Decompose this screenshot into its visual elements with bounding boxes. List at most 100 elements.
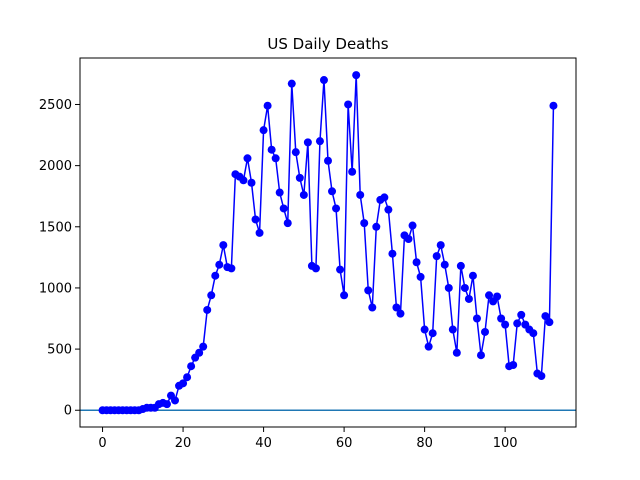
chart-title: US Daily Deaths bbox=[267, 35, 388, 53]
data-point bbox=[537, 372, 546, 380]
data-point bbox=[493, 292, 502, 301]
data-point bbox=[497, 314, 506, 323]
data-point bbox=[364, 286, 373, 295]
data-point bbox=[315, 137, 324, 146]
data-point bbox=[171, 396, 180, 405]
y-tick-label: 0 bbox=[64, 404, 72, 419]
data-point bbox=[444, 283, 453, 292]
data-point bbox=[448, 325, 457, 334]
data-point bbox=[199, 342, 208, 351]
data-point bbox=[283, 219, 292, 228]
data-point bbox=[388, 249, 397, 258]
y-tick-label: 2500 bbox=[39, 98, 72, 113]
data-point bbox=[424, 342, 433, 351]
data-point bbox=[464, 294, 473, 303]
data-point bbox=[456, 261, 465, 270]
data-point bbox=[481, 327, 490, 336]
data-point bbox=[179, 379, 188, 388]
data-point bbox=[324, 156, 332, 165]
data-point bbox=[332, 204, 341, 213]
data-point bbox=[372, 222, 381, 231]
data-point bbox=[501, 320, 510, 329]
data-point bbox=[396, 309, 405, 318]
data-point bbox=[183, 373, 192, 382]
x-tick-label: 40 bbox=[255, 436, 272, 451]
data-point bbox=[219, 241, 228, 250]
data-point bbox=[541, 312, 550, 321]
data-point bbox=[408, 221, 417, 230]
data-point bbox=[211, 271, 220, 280]
data-point bbox=[255, 228, 264, 237]
data-point bbox=[352, 71, 361, 80]
y-tick-label: 1000 bbox=[39, 281, 72, 296]
data-point bbox=[271, 154, 280, 163]
data-point bbox=[303, 138, 312, 147]
data-point bbox=[404, 235, 413, 244]
data-point bbox=[203, 305, 212, 314]
x-tick-label: 0 bbox=[98, 436, 106, 451]
data-point bbox=[428, 329, 437, 338]
data-point bbox=[440, 260, 449, 269]
data-point bbox=[239, 176, 248, 185]
data-point bbox=[392, 303, 401, 312]
data-point bbox=[319, 76, 328, 85]
data-point bbox=[162, 400, 171, 409]
data-point bbox=[275, 188, 284, 197]
data-point bbox=[517, 310, 526, 319]
y-axis: 0 500 1000 1500 2000 2500 bbox=[39, 98, 80, 419]
data-point bbox=[452, 348, 461, 357]
data-point bbox=[299, 190, 308, 199]
x-tick-label: 60 bbox=[336, 436, 353, 451]
data-point bbox=[356, 190, 365, 199]
data-point bbox=[263, 101, 272, 110]
axes-frame bbox=[79, 57, 577, 428]
data-point bbox=[247, 178, 256, 187]
data-point bbox=[279, 204, 288, 213]
data-point bbox=[472, 314, 481, 323]
y-tick-label: 1500 bbox=[39, 220, 72, 235]
data-point bbox=[336, 265, 345, 274]
data-point bbox=[340, 291, 349, 300]
data-point bbox=[195, 348, 204, 357]
data-point bbox=[259, 126, 268, 135]
y-tick-label: 2000 bbox=[39, 159, 72, 174]
data-point bbox=[291, 148, 300, 157]
data-point bbox=[348, 167, 357, 176]
data-point bbox=[251, 215, 260, 224]
data-point bbox=[344, 100, 353, 109]
data-point bbox=[436, 241, 445, 250]
data-point bbox=[432, 252, 441, 261]
data-point bbox=[468, 271, 477, 280]
data-point bbox=[243, 154, 252, 163]
data-point bbox=[549, 101, 558, 110]
data-point bbox=[485, 291, 494, 300]
y-tick-label: 500 bbox=[47, 343, 72, 358]
data-point bbox=[412, 258, 421, 267]
data-point bbox=[384, 205, 393, 214]
data-point bbox=[328, 187, 337, 196]
data-point bbox=[476, 351, 485, 360]
data-point bbox=[215, 260, 224, 269]
data-point bbox=[368, 303, 377, 312]
x-tick-label: 20 bbox=[175, 436, 192, 451]
data-point bbox=[509, 360, 518, 369]
data-point bbox=[227, 264, 236, 273]
x-tick-label: 80 bbox=[416, 436, 433, 451]
x-tick-label: 100 bbox=[493, 436, 518, 451]
data-point bbox=[420, 325, 429, 334]
data-point bbox=[380, 193, 389, 202]
data-point bbox=[311, 264, 320, 273]
x-axis: 0 20 40 60 80 100 bbox=[98, 427, 518, 451]
data-point bbox=[187, 362, 196, 371]
data-point bbox=[416, 272, 425, 281]
data-point bbox=[360, 219, 369, 228]
data-point bbox=[267, 145, 276, 154]
data-point bbox=[207, 291, 216, 300]
data-point bbox=[545, 318, 554, 327]
data-point bbox=[460, 283, 469, 292]
data-point bbox=[287, 79, 296, 88]
data-point bbox=[295, 173, 304, 182]
plot-area bbox=[80, 71, 576, 415]
